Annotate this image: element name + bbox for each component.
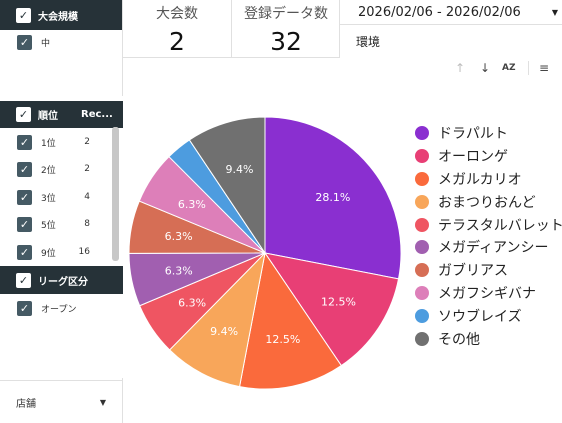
legend-item[interactable]: ガブリアス: [415, 259, 562, 282]
legend-label: その他: [438, 331, 480, 348]
rank-label: 5位: [41, 220, 56, 231]
divider: [122, 0, 123, 96]
filter-header-rank[interactable]: ✓ 順位 Rec...: [0, 101, 123, 128]
legend-label: メガディアンシー: [438, 240, 549, 257]
dropdown-caret-icon: ▼: [99, 397, 106, 407]
checkbox-icon[interactable]: ✓: [17, 216, 32, 232]
legend-item[interactable]: その他: [415, 327, 562, 350]
scrollbar-thumb[interactable]: [112, 127, 119, 261]
legend-item[interactable]: メガディアンシー: [415, 236, 562, 259]
legend-item[interactable]: メガルカリオ: [415, 168, 562, 191]
legend-swatch: [415, 194, 429, 209]
filter-icon[interactable]: ≡: [539, 61, 550, 75]
legend-label: おまつりおんど: [438, 194, 536, 211]
rank-count: 16: [78, 247, 90, 257]
legend-label: オーロンゲ: [438, 149, 508, 166]
legend-swatch: [415, 126, 429, 141]
legend-item[interactable]: ドラパルト: [415, 122, 562, 145]
legend-swatch: [415, 217, 429, 232]
legend-label: メガルカリオ: [438, 171, 522, 188]
legend-item[interactable]: オーロンゲ: [415, 145, 562, 168]
rank-label: 1位: [41, 138, 56, 149]
pie-slice[interactable]: [238, 251, 343, 390]
checkbox-icon[interactable]: ✓: [17, 161, 32, 177]
scorecard-value: 32: [270, 27, 302, 56]
filter-header-league[interactable]: ✓ リーグ区分: [0, 266, 123, 294]
checkbox-icon[interactable]: ✓: [17, 134, 32, 150]
legend-label: テラスタルバレット: [438, 217, 562, 234]
scorecard-title: 登録データ数: [244, 6, 328, 22]
legend-swatch: [415, 240, 429, 255]
divider: [339, 0, 340, 57]
date-range-value: 2026/02/06 - 2026/02/06: [358, 4, 521, 20]
divider: [122, 378, 123, 423]
pie-slice[interactable]: [188, 116, 266, 255]
sort-down-icon[interactable]: ↓: [480, 61, 491, 75]
checkbox-icon[interactable]: ✓: [16, 272, 31, 288]
scorecard-title: 大会数: [156, 6, 198, 22]
scorecard-registrations: 登録データ数 32: [232, 0, 340, 57]
checkbox-icon[interactable]: ✓: [17, 189, 32, 205]
rank-count: 8: [84, 219, 90, 229]
checkbox-icon[interactable]: ✓: [17, 300, 32, 316]
rank-label: 2位: [41, 165, 56, 176]
legend-swatch: [415, 263, 429, 278]
filter-item-medium[interactable]: ✓ 中: [0, 33, 110, 51]
legend-label: ガブリアス: [438, 263, 508, 280]
legend-label: メガフシギバナ: [438, 285, 536, 302]
rank-label: 3位: [41, 193, 56, 204]
filter-item-open[interactable]: ✓ オープン: [0, 299, 110, 317]
checkbox-icon[interactable]: ✓: [17, 34, 32, 50]
list-item[interactable]: ✓ 9位 16: [0, 243, 110, 261]
pie-slice[interactable]: [263, 252, 400, 367]
checkbox-icon[interactable]: ✓: [16, 7, 31, 23]
filter-title: リーグ区分: [38, 276, 88, 288]
legend-swatch: [415, 149, 429, 164]
chart-legend: ドラパルトオーロンゲメガルカリオ おまつりおんどテラスタルバレット メガディアンシー…: [415, 122, 562, 350]
dropdown-caret-icon: ▼: [551, 7, 558, 17]
list-item[interactable]: ✓ 3位 4: [0, 188, 110, 206]
store-dropdown[interactable]: 店舗 ▼: [0, 380, 122, 423]
pie-slice[interactable]: [264, 116, 402, 280]
divider: [123, 57, 340, 58]
filter-item-label: オープン: [41, 304, 77, 315]
checkbox-icon[interactable]: ✓: [17, 244, 32, 260]
rank-count: 4: [84, 192, 90, 202]
list-item[interactable]: ✓ 5位 8: [0, 215, 110, 233]
filter-header-tournament-scale[interactable]: ✓ 大会規模: [0, 0, 123, 30]
filter-title: 大会規模: [38, 11, 78, 23]
list-item[interactable]: ✓ 2位 2: [0, 160, 110, 178]
filter-item-label: 中: [41, 38, 51, 49]
legend-swatch: [415, 285, 429, 300]
sort-alpha-icon[interactable]: AZ: [502, 63, 516, 73]
scorecard-tournaments: 大会数 2: [123, 0, 231, 57]
environment-label: 環境: [356, 35, 381, 49]
date-range-picker[interactable]: 2026/02/06 - 2026/02/06 ▼: [340, 0, 562, 25]
legend-swatch: [415, 331, 429, 346]
rank-label: 9位: [41, 248, 56, 259]
list-item[interactable]: ✓ 1位 2: [0, 133, 110, 151]
legend-label: ドラパルト: [438, 126, 508, 143]
scorecard-value: 2: [169, 27, 185, 56]
legend-label: ソウブレイズ: [438, 308, 522, 325]
pie-slice[interactable]: [168, 251, 266, 388]
checkbox-icon[interactable]: ✓: [16, 107, 31, 122]
filter-title: 順位: [38, 111, 58, 122]
legend-swatch: [415, 171, 429, 186]
legend-swatch: [415, 308, 429, 323]
filter-column-header[interactable]: Rec...: [81, 109, 113, 120]
rank-count: 2: [84, 164, 90, 174]
sort-up-icon[interactable]: ↑: [455, 61, 466, 75]
divider: [231, 0, 232, 57]
divider: [528, 61, 529, 75]
legend-item[interactable]: おまつりおんど: [415, 190, 562, 213]
legend-item[interactable]: メガフシギバナ: [415, 282, 562, 305]
legend-item[interactable]: テラスタルバレット: [415, 213, 562, 236]
store-label: 店舗: [16, 398, 36, 410]
rank-count: 2: [84, 137, 90, 147]
legend-item[interactable]: ソウブレイズ: [415, 304, 562, 327]
